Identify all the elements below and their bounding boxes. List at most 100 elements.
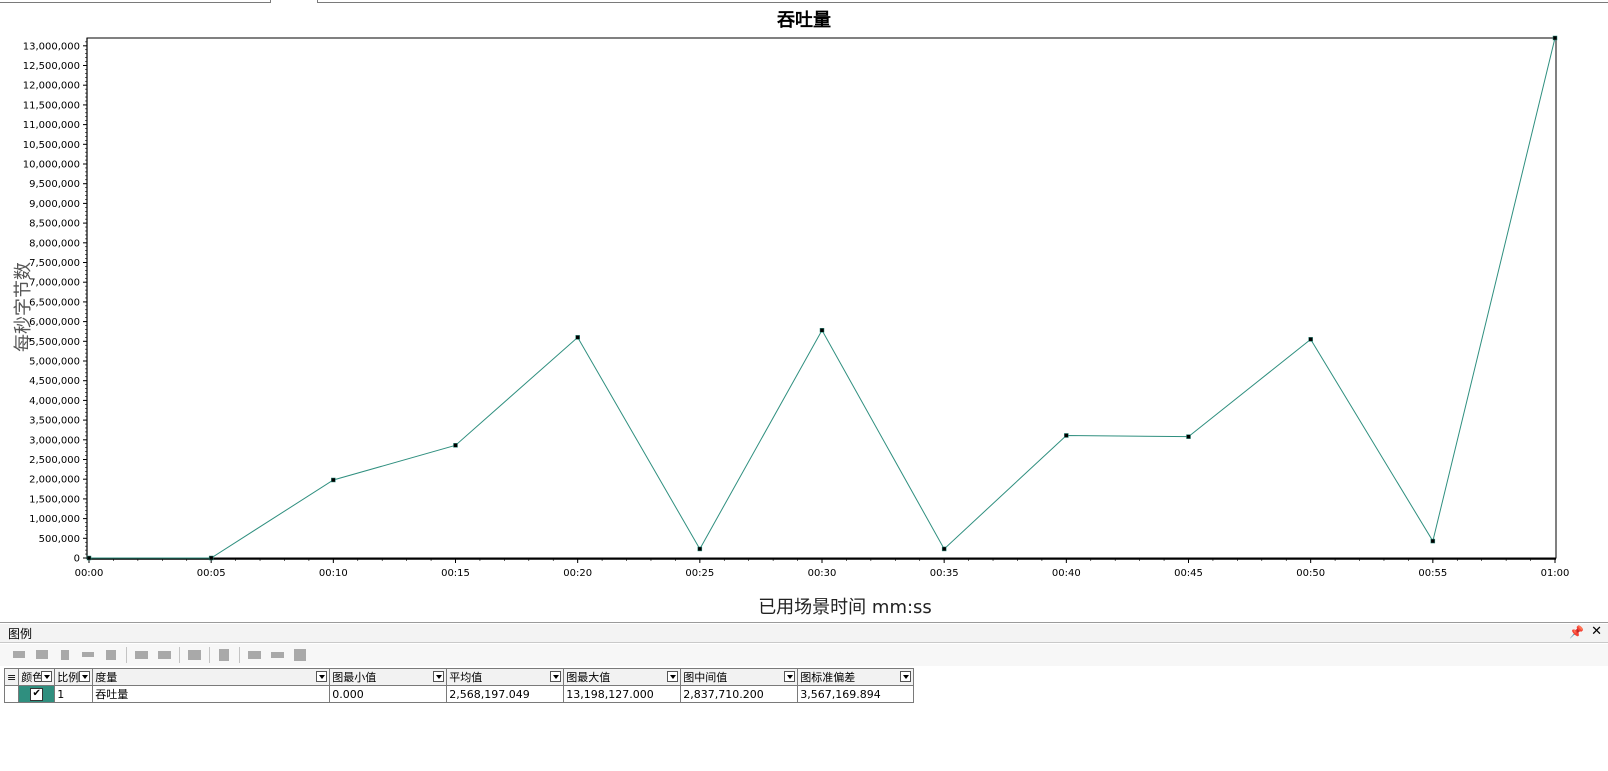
y-tick-label: 1,000,000 bbox=[29, 514, 80, 525]
data-point bbox=[1552, 35, 1558, 41]
y-tick-label: 6,000,000 bbox=[29, 317, 80, 328]
data-point bbox=[819, 328, 825, 333]
close-icon[interactable]: ✕ bbox=[1591, 624, 1602, 639]
toolbar-columns-icon[interactable] bbox=[217, 648, 233, 662]
cell-avg: 2,568,197.049 bbox=[446, 685, 565, 703]
x-tick-label: 00:30 bbox=[808, 568, 837, 579]
throughput-chart: 0 500,000 1,000,000 1,500,000 2,000,000 2,500… bbox=[23, 35, 1570, 579]
toolbar-filter-icon[interactable] bbox=[12, 648, 28, 662]
toolbar-move-up-icon[interactable] bbox=[247, 648, 263, 662]
toolbar-separator bbox=[209, 647, 210, 663]
document-tabs bbox=[0, 0, 1608, 3]
y-tick-label: 2,000,000 bbox=[29, 475, 80, 486]
data-point bbox=[1430, 538, 1436, 544]
x-tick-label: 00:00 bbox=[75, 568, 104, 579]
table-row[interactable]: ✔ 1 吞吐量 0.000 2,568,197.049 13,198,127.0… bbox=[3, 685, 915, 703]
column-header-avg[interactable]: 平均值 bbox=[446, 668, 565, 686]
column-header-min[interactable]: 图最小值 bbox=[329, 668, 448, 686]
y-tick-label: 4,000,000 bbox=[29, 396, 80, 407]
toolbar-link-icon[interactable] bbox=[81, 648, 97, 662]
y-tick-label: 1,500,000 bbox=[29, 494, 80, 505]
pin-icon[interactable]: 📌 bbox=[1569, 625, 1584, 639]
y-tick-label: 13,000,000 bbox=[23, 41, 80, 52]
y-tick-label: 4,500,000 bbox=[29, 376, 80, 387]
x-axis-label: 已用场景时间 mm:ss bbox=[758, 597, 932, 618]
x-tick-label: 00:15 bbox=[441, 568, 470, 579]
cell-stddev: 3,567,169.894 bbox=[797, 685, 915, 703]
legend-toolbar bbox=[0, 644, 1608, 666]
legend-panel-header: 图例 📌 ✕ bbox=[0, 624, 1608, 643]
column-header-median[interactable]: 图中间值 bbox=[680, 668, 799, 686]
x-tick-label: 00:45 bbox=[1174, 568, 1203, 579]
cell-scale: 1 bbox=[54, 685, 94, 703]
chevron-down-icon[interactable] bbox=[316, 671, 328, 682]
toolbar-funnel-icon[interactable] bbox=[104, 648, 120, 662]
toolbar-move-down-icon[interactable] bbox=[270, 648, 286, 662]
data-point bbox=[697, 546, 703, 552]
panel-divider[interactable] bbox=[0, 622, 1608, 623]
x-tick-label: 00:25 bbox=[685, 568, 714, 579]
y-tick-label: 10,000,000 bbox=[23, 160, 80, 171]
series-visible-checkbox[interactable]: ✔ bbox=[30, 687, 44, 701]
toolbar-separator bbox=[126, 647, 127, 663]
column-header-color[interactable]: 颜色 bbox=[18, 668, 56, 686]
tab-active[interactable] bbox=[270, 0, 318, 3]
toolbar-collapse-icon[interactable] bbox=[134, 648, 150, 662]
y-tick-label: 11,500,000 bbox=[23, 100, 80, 111]
x-tick-label: 00:40 bbox=[1052, 568, 1081, 579]
cell-measure: 吞吐量 bbox=[92, 685, 331, 703]
cell-median: 2,837,710.200 bbox=[680, 685, 799, 703]
y-tick-label: 9,500,000 bbox=[29, 179, 80, 190]
tab-strip-right bbox=[317, 0, 1608, 3]
x-tick-label: 00:35 bbox=[930, 568, 959, 579]
y-tick-label: 3,500,000 bbox=[29, 416, 80, 427]
cell-max: 13,198,127.000 bbox=[563, 685, 682, 703]
y-tick-label: 5,500,000 bbox=[29, 337, 80, 348]
row-selector-header[interactable]: ≡ bbox=[3, 668, 20, 686]
y-tick-label: 11,000,000 bbox=[23, 120, 80, 131]
legend-empty-area bbox=[0, 706, 1608, 771]
toolbar-separator bbox=[179, 647, 180, 663]
chart-axes bbox=[86, 37, 1557, 560]
y-tick-label: 3,000,000 bbox=[29, 435, 80, 446]
x-tick-label: 00:50 bbox=[1296, 568, 1325, 579]
tab-strip-left bbox=[0, 0, 270, 3]
y-tick-label: 8,500,000 bbox=[29, 219, 80, 230]
column-header-stddev[interactable]: 图标准偏差 bbox=[797, 668, 915, 686]
column-header-measure[interactable]: 度量 bbox=[92, 668, 331, 686]
toolbar-lock-icon[interactable] bbox=[58, 648, 74, 662]
cell-min: 0.000 bbox=[329, 685, 448, 703]
data-point bbox=[331, 477, 336, 483]
legend-panel-title: 图例 bbox=[8, 627, 33, 641]
series-color-swatch[interactable]: ✔ bbox=[18, 685, 56, 703]
x-tick-label: 01:00 bbox=[1541, 568, 1570, 579]
y-tick-label: 9,000,000 bbox=[29, 199, 80, 210]
y-tick-label: 6,500,000 bbox=[29, 297, 80, 308]
x-tick-label: 00:05 bbox=[197, 568, 226, 579]
y-tick-label: 0 bbox=[74, 554, 80, 565]
plot-frame bbox=[86, 37, 1557, 559]
y-tick-label: 2,500,000 bbox=[29, 455, 80, 466]
chevron-down-icon[interactable] bbox=[900, 671, 912, 682]
chevron-down-icon[interactable] bbox=[667, 671, 679, 682]
row-selector[interactable] bbox=[3, 685, 20, 703]
y-tick-label: 7,000,000 bbox=[29, 278, 80, 289]
chevron-down-icon[interactable] bbox=[550, 671, 562, 682]
y-tick-label: 500,000 bbox=[39, 534, 80, 545]
data-point bbox=[86, 555, 92, 561]
chevron-down-icon[interactable] bbox=[784, 671, 796, 682]
legend-table: ≡ 颜色 比例 度量 图最小值 平均值 图最大值 图中间值 图标准偏差 ✔ 1 … bbox=[3, 668, 915, 703]
toolbar-expand-icon[interactable] bbox=[157, 648, 173, 662]
toolbar-properties-icon[interactable] bbox=[293, 648, 309, 662]
column-header-max[interactable]: 图最大值 bbox=[563, 668, 682, 686]
toolbar-export-icon[interactable] bbox=[187, 648, 203, 662]
x-tick-label: 00:10 bbox=[319, 568, 348, 579]
y-tick-label: 5,000,000 bbox=[29, 357, 80, 368]
chevron-down-icon[interactable] bbox=[41, 671, 53, 682]
chevron-down-icon[interactable] bbox=[79, 671, 91, 682]
y-axis-ticks: 0 500,000 1,000,000 1,500,000 2,000,000 2,500… bbox=[23, 41, 87, 565]
toolbar-group-icon[interactable] bbox=[35, 648, 51, 662]
chevron-down-icon[interactable] bbox=[433, 671, 445, 682]
x-tick-label: 00:20 bbox=[563, 568, 592, 579]
column-header-scale[interactable]: 比例 bbox=[54, 668, 94, 686]
